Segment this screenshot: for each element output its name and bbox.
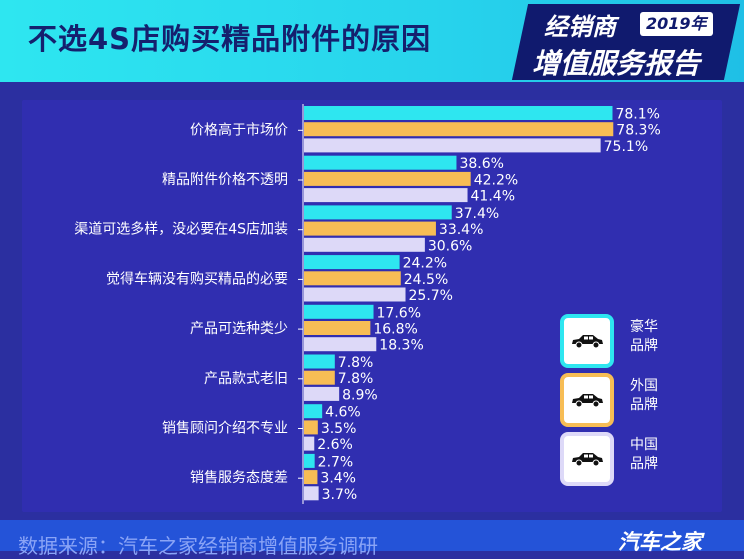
legend-swatch	[560, 432, 614, 486]
category-label: 产品款式老旧	[204, 371, 288, 387]
category-label: 销售顾问介绍不专业	[162, 421, 288, 437]
bar	[304, 287, 406, 302]
chart-panel: 价格高于市场价 78.1% 78.3% 75.1% 精品附件价格不透明 38.6% 42.2…	[22, 100, 722, 512]
bar	[304, 337, 377, 352]
data-label: 30.6%	[428, 238, 472, 254]
bar	[304, 453, 315, 468]
data-label: 3.7%	[322, 487, 358, 503]
bar	[304, 404, 323, 419]
data-label: 37.4%	[455, 206, 499, 222]
bar	[304, 188, 468, 203]
legend-swatch	[560, 314, 614, 368]
data-label: 42.2%	[474, 172, 518, 188]
data-source: 数据来源：汽车之家经销商增值服务调研	[18, 534, 378, 558]
category-label: 销售服务态度差	[190, 470, 288, 486]
car-icon	[570, 451, 604, 471]
legend-label: 中国品牌	[630, 437, 658, 472]
bar	[304, 486, 319, 501]
bar	[304, 171, 471, 186]
data-label: 17.6%	[377, 305, 421, 321]
data-label: 41.4%	[471, 189, 515, 205]
data-label: 4.6%	[325, 405, 361, 421]
data-label: 78.1%	[615, 107, 659, 123]
bar	[304, 420, 318, 435]
bar	[304, 354, 335, 369]
category-label: 价格高于市场价	[190, 121, 288, 138]
category-label: 精品附件价格不透明	[162, 172, 288, 188]
bar	[304, 237, 425, 252]
category-label: 产品可选种类少	[190, 321, 288, 337]
car-icon	[570, 333, 604, 353]
data-label: 78.3%	[616, 123, 660, 139]
legend-label: 豪华品牌	[630, 319, 658, 354]
data-label: 38.6%	[459, 156, 503, 172]
data-label: 33.4%	[439, 222, 483, 238]
data-label: 16.8%	[373, 322, 417, 338]
bar	[304, 436, 315, 451]
bar	[304, 122, 614, 137]
bar	[304, 271, 401, 286]
data-label: 8.9%	[342, 387, 378, 403]
bar	[304, 321, 371, 335]
bar	[304, 221, 436, 236]
bar-chart: 价格高于市场价 78.1%78.3%75.1% 精品附件价格不透明 38.6%42.2…	[74, 104, 661, 504]
badge-year: 2019年	[640, 12, 713, 36]
data-label: 3.4%	[320, 471, 356, 487]
bar	[304, 304, 374, 319]
bar	[304, 470, 318, 485]
data-label: 75.1%	[604, 139, 648, 155]
bar	[304, 205, 452, 220]
data-label: 2.7%	[318, 454, 354, 470]
data-label: 3.5%	[321, 421, 357, 437]
badge-line2: 增值服务报告	[532, 47, 701, 80]
bar	[304, 106, 613, 120]
bar	[304, 138, 601, 153]
car-icon	[570, 392, 604, 412]
data-label: 18.3%	[379, 338, 423, 354]
bar	[304, 386, 340, 401]
header-banner: 不选4S店购买精品附件的原因 经销商 2019年 增值服务报告	[0, 0, 744, 82]
data-label: 2.6%	[317, 437, 353, 453]
category-label: 觉得车辆没有购买精品的必要	[106, 270, 288, 287]
page-title: 不选4S店购买精品附件的原因	[28, 22, 432, 56]
brand-logo-text: 汽车之家	[618, 530, 702, 554]
data-label: 7.8%	[338, 371, 374, 387]
legend-swatch	[560, 373, 614, 427]
footer-bar: 数据来源：汽车之家经销商增值服务调研 汽车之家	[0, 520, 744, 558]
legend-label: 外国品牌	[630, 378, 658, 413]
bar	[304, 370, 335, 385]
data-label: 25.7%	[409, 288, 453, 304]
bar	[304, 155, 457, 170]
category-label: 渠道可选多样，没必要在4S店加装	[74, 221, 288, 238]
data-label: 24.2%	[403, 256, 447, 272]
badge-line1: 经销商	[544, 13, 616, 41]
bar	[304, 255, 400, 270]
data-label: 7.8%	[338, 355, 374, 371]
data-label: 24.5%	[404, 272, 448, 288]
